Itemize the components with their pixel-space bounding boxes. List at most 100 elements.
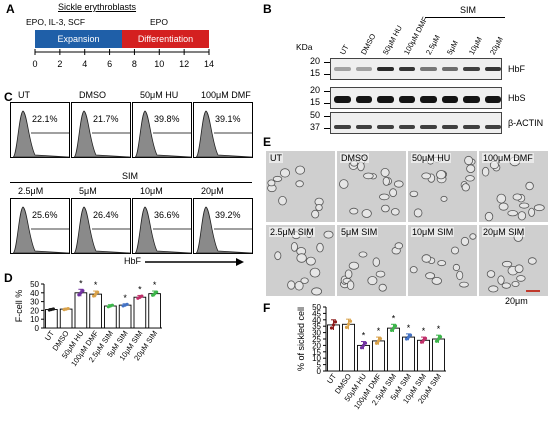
data-point	[419, 340, 424, 344]
panel-C-letter: C	[4, 90, 13, 104]
bar	[104, 305, 117, 329]
blot-protein-label: HbS	[508, 93, 526, 103]
bar	[342, 323, 355, 372]
blot-band	[420, 125, 437, 129]
cell	[358, 251, 368, 258]
data-point	[77, 293, 81, 297]
cell	[380, 167, 390, 177]
cell	[344, 269, 353, 279]
flow-sample-label: 20μM	[201, 186, 224, 196]
cell	[481, 166, 490, 177]
cell	[425, 272, 436, 280]
y-tick-label: 30	[30, 298, 39, 307]
micrograph-label: 10μM SIM	[411, 227, 455, 237]
blot-band	[463, 67, 480, 71]
cell	[349, 207, 359, 215]
cell	[460, 236, 470, 246]
cell	[456, 270, 464, 281]
blot-band	[377, 67, 394, 71]
micrograph: 100μM DMF	[479, 151, 548, 222]
blot-membrane	[330, 87, 502, 109]
data-point	[348, 319, 353, 323]
histogram-area	[12, 110, 70, 158]
micrograph-label: 5μM SIM	[340, 227, 379, 237]
significance-mark: *	[123, 293, 127, 303]
cell	[294, 281, 304, 291]
blot-band	[377, 125, 394, 129]
cell	[390, 208, 400, 216]
data-point	[434, 339, 439, 343]
data-point	[363, 341, 368, 345]
cell	[409, 266, 418, 274]
flow-percentage: 25.6%	[32, 210, 58, 220]
cell	[413, 208, 423, 218]
data-point	[391, 326, 396, 330]
blot-marker-label: 20	[310, 85, 321, 95]
blot-marker-tick	[324, 128, 330, 129]
cell	[363, 172, 374, 180]
blot-marker-tick	[324, 91, 330, 92]
cell	[528, 207, 535, 217]
flow-histogram-curve	[195, 206, 253, 254]
cell	[502, 260, 513, 268]
blot-band	[334, 67, 351, 71]
cell	[290, 242, 298, 252]
cell	[484, 211, 494, 222]
y-tick-label: 40	[30, 289, 39, 298]
y-tick-label: 20	[30, 306, 39, 315]
x-tick-label: UT	[43, 329, 56, 343]
data-point	[406, 335, 411, 339]
micrograph-cells	[340, 242, 403, 292]
data-point	[344, 325, 349, 329]
timeline-tick-label: 10	[154, 59, 164, 69]
micrograph-label: UT	[269, 153, 283, 163]
scale-bar	[526, 290, 540, 292]
blot-marker-tick	[324, 62, 330, 63]
flow-histogram-curve	[134, 110, 192, 158]
significance-mark: *	[437, 324, 441, 334]
significance-mark: *	[407, 323, 411, 333]
cell	[527, 257, 537, 265]
significance-mark: *	[422, 326, 426, 336]
cell	[378, 283, 387, 292]
bar	[372, 340, 385, 372]
blot-protein-label: β-ACTIN	[508, 118, 544, 128]
significance-mark: *	[79, 278, 83, 288]
cell	[300, 277, 309, 284]
cell	[372, 257, 380, 267]
flow-percentage: 26.4%	[93, 210, 119, 220]
flow-percentage: 39.1%	[215, 114, 241, 124]
cell	[378, 193, 390, 201]
flow-percentage: 21.7%	[93, 114, 119, 124]
cell	[409, 190, 419, 198]
cell	[469, 233, 477, 240]
cell	[316, 242, 324, 253]
data-point	[331, 323, 336, 327]
blot-band	[441, 125, 458, 129]
y-tick-label: 25	[312, 335, 321, 344]
cell	[357, 161, 365, 172]
cell	[323, 230, 334, 239]
cell	[267, 179, 276, 187]
panel-A-title: Sickle erythroblasts	[58, 2, 137, 12]
cell	[486, 270, 496, 278]
flow-histogram	[132, 198, 192, 254]
blot-band	[377, 96, 394, 103]
cell	[496, 193, 507, 204]
flow-sample-label: DMSO	[79, 90, 106, 100]
histogram-area	[134, 110, 192, 158]
data-point	[423, 336, 428, 340]
significance-mark: *	[377, 326, 381, 336]
data-point	[329, 326, 334, 330]
x-tick-label: UT	[325, 372, 338, 386]
cell	[464, 155, 473, 166]
expansion-factors: EPO, IL-3, SCF	[26, 17, 86, 27]
micrograph-label: 2.5μM SIM	[269, 227, 315, 237]
timeline-tick-label: 2	[57, 59, 62, 69]
micrograph: 20μM SIM	[479, 225, 548, 296]
cell	[287, 280, 296, 290]
panel-F-letter: F	[263, 301, 271, 315]
